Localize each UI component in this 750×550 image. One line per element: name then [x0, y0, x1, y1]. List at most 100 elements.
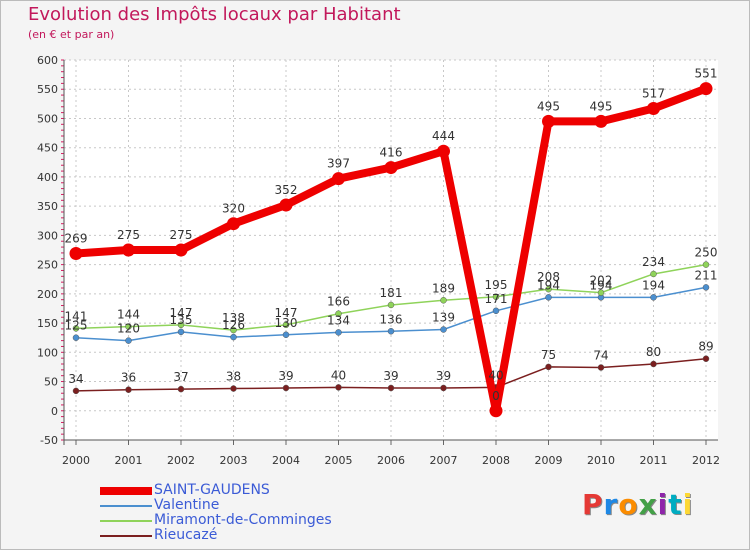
data-point: [702, 355, 710, 362]
data-point: [545, 363, 552, 371]
data-point: [437, 144, 450, 158]
data-label: 234: [642, 255, 665, 269]
data-label: 551: [695, 67, 718, 81]
data-point: [125, 323, 132, 330]
x-tick-label: 2003: [220, 454, 248, 467]
x-tick-label: 2010: [587, 454, 615, 467]
data-point: [125, 386, 132, 393]
data-label: 38: [226, 370, 241, 384]
data-point: [279, 198, 293, 212]
data-point: [282, 384, 290, 392]
data-point: [489, 404, 503, 418]
data-label: 517: [642, 87, 665, 101]
data-label: 495: [590, 99, 613, 113]
data-label: 40: [331, 368, 346, 382]
legend-label: Miramont-de-Comminges: [154, 512, 332, 528]
data-label: 120: [117, 322, 140, 336]
data-label: 144: [117, 308, 140, 322]
data-label: 189: [432, 281, 455, 295]
data-point: [440, 326, 447, 333]
series-layer: [69, 82, 713, 418]
data-point: [492, 307, 500, 315]
legend-swatch: [100, 520, 152, 522]
data-point: [542, 114, 555, 128]
data-point: [72, 387, 80, 395]
y-tick-label: 400: [37, 171, 58, 184]
data-point: [230, 326, 237, 334]
data-label: 269: [65, 232, 88, 246]
y-tick-label: 600: [37, 54, 58, 67]
data-point: [125, 337, 132, 344]
data-point: [492, 293, 500, 301]
data-label: 147: [170, 306, 193, 320]
data-label: 39: [436, 369, 451, 383]
data-point: [702, 284, 710, 291]
data-label: 134: [327, 313, 350, 327]
data-point: [545, 294, 552, 301]
data-label: 0: [492, 389, 500, 403]
data-point: [384, 161, 398, 175]
data-point: [594, 114, 608, 128]
data-point: [335, 329, 342, 336]
legend-swatch: [100, 487, 152, 495]
data-label: 275: [117, 228, 140, 242]
y-tick-label: 100: [37, 346, 58, 359]
y-tick-label: 50: [44, 376, 58, 389]
data-label: 320: [222, 202, 245, 216]
y-tick-label: -50: [40, 434, 58, 447]
data-label: 194: [590, 278, 613, 292]
data-label: 39: [383, 369, 398, 383]
data-point: [335, 310, 342, 317]
x-tick-label: 2007: [430, 454, 458, 467]
data-label: 195: [485, 278, 508, 292]
data-label: 40: [488, 368, 503, 382]
data-label: 194: [642, 278, 665, 292]
data-label: 80: [646, 345, 661, 359]
legend-swatch: [100, 535, 152, 537]
y-tick-label: 550: [37, 83, 58, 96]
data-label: 75: [541, 348, 556, 362]
data-point: [545, 285, 552, 293]
data-label: 34: [68, 372, 83, 386]
data-label: 166: [327, 295, 350, 309]
data-point: [387, 301, 395, 309]
data-point: [597, 364, 605, 371]
data-label: 275: [170, 228, 193, 242]
data-label: 139: [432, 311, 455, 325]
x-tick-label: 2008: [482, 454, 510, 467]
data-point: [72, 334, 80, 341]
data-label: 89: [698, 340, 713, 354]
data-point: [230, 385, 237, 392]
data-point: [440, 384, 447, 392]
legend-label: Rieucazé: [154, 527, 218, 543]
proxiti-logo: Proxiti: [582, 488, 694, 521]
data-point: [230, 333, 237, 341]
data-point: [335, 384, 342, 391]
data-point: [282, 331, 290, 339]
data-label: 416: [380, 146, 403, 160]
data-label: 397: [327, 157, 350, 171]
y-tick-label: 350: [37, 200, 58, 213]
data-label: 250: [695, 246, 718, 260]
x-tick-label: 2002: [167, 454, 195, 467]
x-tick-label: 2012: [692, 454, 720, 467]
y-tick-label: 200: [37, 288, 58, 301]
data-point: [387, 328, 395, 335]
data-point: [440, 297, 447, 304]
data-point: [122, 243, 135, 257]
data-point: [332, 172, 345, 186]
data-label: 74: [593, 349, 608, 363]
data-label: 495: [537, 99, 560, 113]
data-point: [650, 270, 657, 278]
x-tick-label: 2005: [325, 454, 353, 467]
data-point: [72, 325, 80, 332]
x-tick-label: 2011: [640, 454, 668, 467]
data-point: [597, 289, 605, 296]
data-point: [387, 384, 395, 392]
y-tick-label: 150: [37, 317, 58, 330]
data-point: [647, 102, 660, 116]
data-point: [177, 385, 185, 393]
label-layer: 269 275 275 320 352 397 416 444 0 495 495 517 551 125…: [65, 67, 718, 403]
data-label: 147: [275, 306, 298, 320]
data-point: [650, 294, 657, 301]
